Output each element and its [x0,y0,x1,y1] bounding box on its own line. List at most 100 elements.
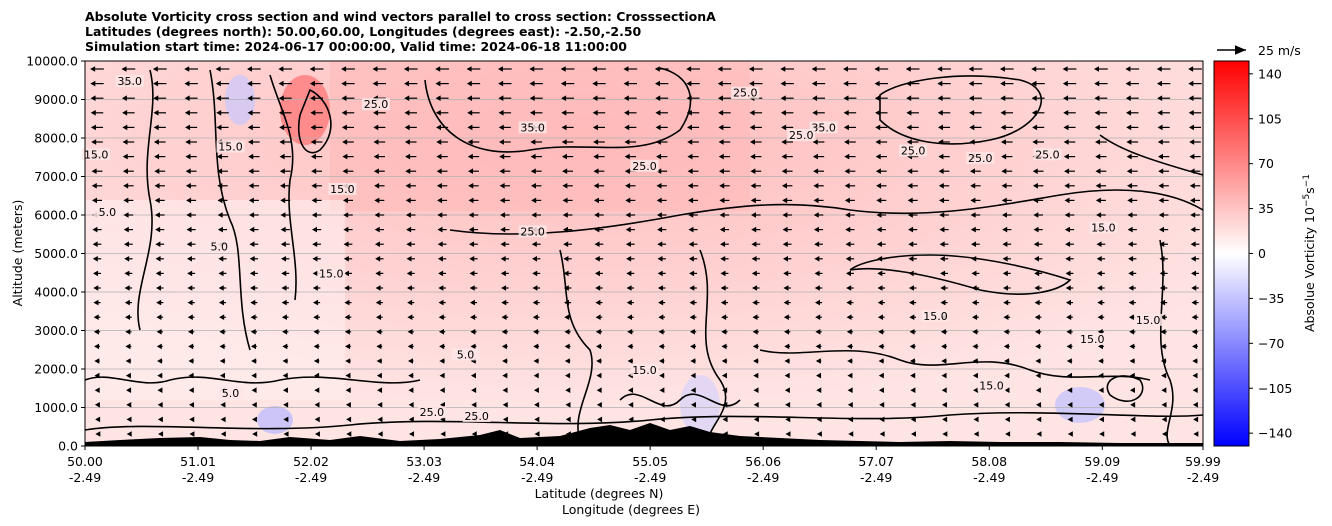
wind-arrow [877,299,885,306]
wind-arrow-head [186,255,192,262]
wind-arrow-head [122,110,128,116]
wind-arrow-head [1193,431,1199,437]
wind-arrow [910,372,916,379]
wind-arrow-head [1062,66,1068,72]
wind-arrow-head [623,95,629,101]
wind-arrow [1128,270,1137,277]
wind-arrow [468,197,479,204]
wind-arrow-head [877,314,883,321]
wind-arrow [1065,270,1074,277]
wind-arrow-head [658,299,664,306]
wind-arrow [596,358,602,364]
wind-arrow [780,66,795,72]
wind-arrow [437,226,447,233]
wind-arrow [592,80,606,87]
wind-arrow-head [92,226,98,233]
wind-arrow [1159,270,1168,277]
wind-arrow-head [435,110,441,116]
wind-arrow [1032,183,1044,189]
wind-arrow-head [907,212,913,218]
wind-arrow-head [281,314,287,321]
wind-arrow [658,299,666,306]
wind-arrow-head [405,168,411,174]
wind-arrow [501,299,509,306]
wind-arrow [1064,226,1075,233]
wind-arrow-head [498,80,504,87]
wind-arrow [346,416,352,423]
wind-arrow-head [344,270,350,277]
y-tick-label: 10000.0 [26,54,78,69]
wind-arrow-head [1129,387,1135,394]
wind-arrow-head [937,66,943,72]
wind-arrow [969,110,982,116]
wind-arrow-head [973,431,979,437]
wind-arrow [657,270,666,277]
wind-arrow [216,124,229,131]
wind-arrow [343,241,353,247]
wind-arrow-head [1129,343,1135,350]
wind-arrow [1035,329,1042,335]
wind-arrow-head [971,241,977,247]
wind-arrow-head [906,110,912,116]
wind-arrow-head [907,183,913,189]
wind-arrow-head [780,110,786,116]
wind-arrow-head [972,329,978,335]
wind-arrow [375,299,383,306]
wind-arrow-head [375,299,381,306]
x-tick-label-latitude: 53.03 [406,454,442,469]
wind-arrow [94,358,100,364]
wind-arrow-head [533,372,539,379]
wind-arrow [813,168,824,174]
wind-arrow-head [502,358,508,364]
wind-arrow-head [1098,402,1104,408]
wind-arrow-head [594,270,600,277]
wind-arrow-head [312,285,318,291]
wind-arrow-head [1158,212,1164,218]
wind-arrow [375,270,384,277]
wind-arrow-head [597,431,603,437]
wind-arrow-head [373,139,379,145]
wind-arrow-head [435,80,441,87]
wind-arrow [408,358,414,364]
wind-arrow [282,343,289,350]
wind-arrow-head [877,255,883,262]
wind-arrow [906,139,919,145]
wind-arrow [532,255,541,262]
wind-arrow [155,241,165,247]
wind-arrow [531,212,541,218]
wind-arrow [784,387,790,394]
wind-arrow-head [281,299,287,306]
wind-arrow [780,95,794,101]
wind-arrow [1160,299,1168,306]
wind-arrow-head [90,110,96,116]
wind-arrow [1127,226,1137,233]
wind-arrow-head [439,372,445,379]
wind-arrow [251,358,257,364]
wind-arrow-head [970,197,976,204]
wind-arrow [1098,402,1104,408]
wind-arrow [90,66,104,72]
wind-arrow [1034,299,1042,306]
wind-arrow [1000,80,1014,87]
wind-arrow [1033,197,1044,204]
x-tick-label-longitude: -2.49 [747,470,779,485]
wind-arrow [627,358,634,364]
wind-arrow [311,212,322,218]
wind-arrow [249,255,259,262]
wind-arrow-head [720,299,726,306]
wind-arrow-head [1033,241,1039,247]
x-tick-label-latitude: 52.02 [293,454,329,469]
wind-arrow [625,226,635,233]
wind-arrow-head [937,95,943,101]
wind-arrow-head [1065,285,1071,291]
colorbar-tick-label: −140 [1258,426,1292,441]
wind-arrow [749,139,762,145]
wind-arrow-head [656,183,662,189]
contour-label-backdrop [731,86,760,99]
wind-arrow-head [185,183,191,189]
wind-arrow-head [1065,255,1071,262]
contour-label: 35.0 [520,121,545,134]
wind-arrow [188,387,194,394]
wind-arrow-head [406,285,412,291]
